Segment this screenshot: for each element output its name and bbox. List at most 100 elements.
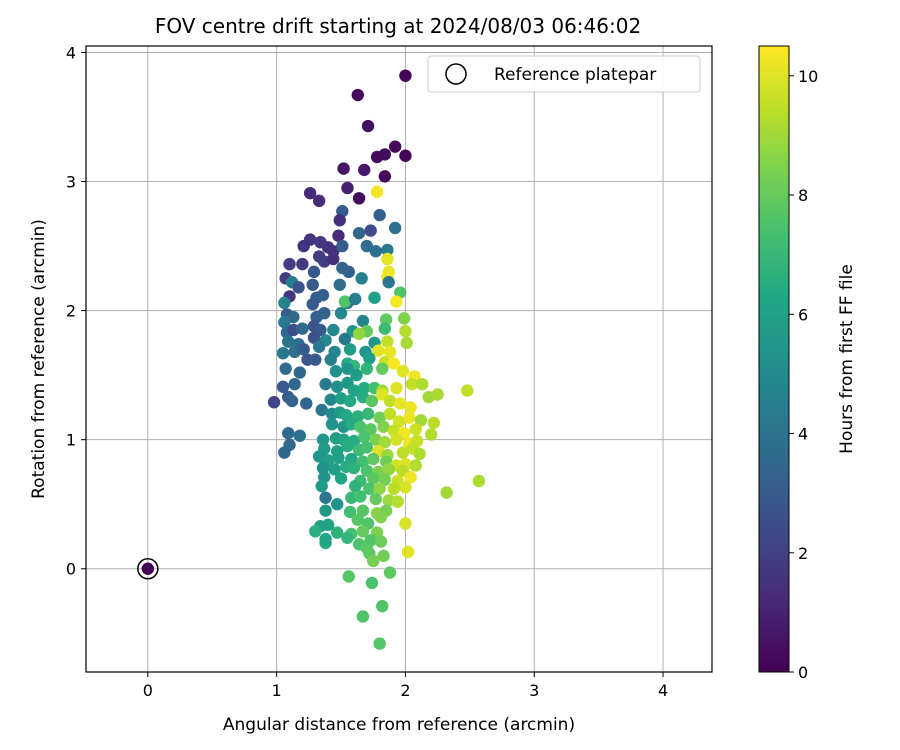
data-point [316, 288, 330, 302]
data-point [369, 245, 383, 258]
data-point [374, 510, 388, 524]
colorbar-tick-label: 2 [798, 544, 808, 563]
data-point [358, 163, 371, 177]
colorbar-tick-label: 10 [798, 67, 818, 86]
data-point [307, 265, 321, 279]
legend: Reference platepar [427, 55, 701, 93]
data-point [351, 88, 364, 102]
data-point [383, 394, 397, 408]
data-point [360, 362, 373, 375]
x-tick-label: 0 [143, 681, 153, 700]
data-point [316, 461, 330, 475]
data-point [306, 297, 319, 311]
data-point [367, 472, 380, 485]
legend-entry-reference-platepar: Reference platepar [494, 65, 656, 85]
data-point [279, 362, 292, 375]
data-point [341, 531, 354, 544]
data-point [390, 295, 403, 308]
data-point [288, 377, 301, 391]
y-tick-label: 3 [66, 173, 76, 192]
data-point [282, 427, 295, 440]
data-point [409, 423, 422, 436]
legend-box [427, 55, 701, 93]
data-point [293, 366, 307, 379]
x-tick-label: 4 [658, 681, 668, 700]
data-point [343, 343, 357, 356]
data-point [312, 340, 326, 353]
data-point [332, 451, 345, 464]
data-point [327, 323, 340, 337]
data-point [309, 353, 322, 366]
data-point [413, 447, 426, 461]
data-point [399, 481, 412, 494]
data-point [283, 257, 296, 271]
data-point [316, 433, 330, 446]
data-point [341, 439, 354, 453]
data-point [363, 482, 376, 495]
data-point [377, 420, 390, 433]
data-point [383, 407, 397, 421]
data-point [267, 396, 281, 409]
data-point [378, 436, 392, 449]
data-point [360, 239, 373, 253]
colorbar-tick-label: 4 [798, 425, 808, 444]
data-point [332, 229, 345, 242]
data-point [360, 441, 373, 454]
data-point [383, 345, 397, 359]
data-point [358, 430, 371, 444]
data-point [306, 278, 319, 291]
data-point [287, 310, 300, 324]
data-point [352, 327, 366, 341]
data-point [338, 295, 352, 308]
data-point [363, 352, 376, 365]
data-point [349, 292, 362, 306]
data-point [330, 498, 344, 511]
data-point [378, 322, 392, 335]
data-point [349, 479, 362, 493]
data-point [396, 365, 410, 378]
data-point [387, 357, 401, 370]
data-point [352, 226, 366, 240]
data-point [276, 346, 290, 360]
data-point [373, 208, 386, 222]
data-point [365, 576, 379, 590]
data-point [276, 380, 290, 393]
data-point [312, 194, 326, 208]
data-point [343, 394, 357, 408]
data-point [390, 381, 403, 395]
data-point [324, 353, 337, 366]
data-point [321, 518, 335, 532]
data-point [329, 365, 343, 378]
data-point [415, 377, 429, 391]
data-point [361, 119, 375, 133]
data-point [396, 446, 410, 459]
data-point [388, 140, 402, 153]
data-point [382, 463, 395, 476]
data-point [390, 433, 403, 446]
data-point [347, 384, 361, 397]
reference-marker [141, 562, 155, 575]
data-point [328, 463, 341, 476]
data-point [347, 461, 361, 475]
data-point [278, 296, 291, 310]
chart-title: FOV centre drift starting at 2024/08/03 … [155, 14, 641, 38]
data-point [367, 452, 380, 466]
data-point [404, 470, 417, 484]
data-point [392, 415, 406, 428]
colorbar-label: Hours from first FF file [837, 264, 857, 454]
data-point [399, 149, 412, 162]
colorbar-tick-label: 0 [798, 663, 808, 682]
data-point [296, 322, 309, 335]
x-tick-label: 1 [272, 681, 282, 700]
data-point [400, 336, 413, 350]
data-point [350, 368, 363, 382]
data-point [361, 407, 375, 421]
y-tick-label: 0 [66, 560, 76, 579]
data-point [370, 150, 384, 164]
data-point [381, 335, 394, 348]
x-axis-label: Angular distance from reference (arcmin) [223, 715, 575, 735]
data-point [391, 495, 404, 508]
data-point [427, 416, 440, 430]
y-tick-label: 1 [66, 431, 76, 450]
data-point [354, 420, 367, 433]
